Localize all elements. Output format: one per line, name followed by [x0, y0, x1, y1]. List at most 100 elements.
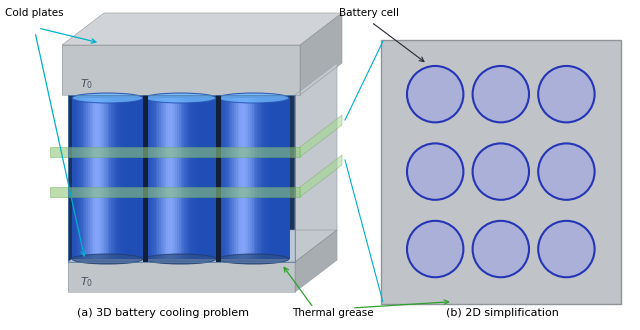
- Bar: [195, 98, 197, 259]
- Bar: [269, 98, 272, 259]
- Bar: [150, 98, 152, 259]
- Bar: [177, 98, 179, 259]
- Bar: [79, 98, 81, 259]
- Bar: [84, 98, 86, 259]
- Bar: [211, 98, 213, 259]
- Ellipse shape: [145, 254, 216, 264]
- Bar: [228, 98, 231, 259]
- Bar: [182, 98, 184, 259]
- Bar: [68, 95, 295, 262]
- Bar: [86, 98, 88, 259]
- Bar: [97, 98, 99, 259]
- Ellipse shape: [72, 93, 143, 103]
- Bar: [134, 98, 136, 259]
- Ellipse shape: [218, 254, 289, 264]
- Bar: [271, 98, 273, 259]
- Bar: [246, 98, 249, 259]
- Text: $T_0$: $T_0$: [80, 275, 93, 289]
- Bar: [68, 95, 295, 262]
- Bar: [93, 98, 95, 259]
- Bar: [241, 98, 243, 259]
- Bar: [104, 98, 106, 259]
- Bar: [148, 98, 151, 259]
- Text: (a) 3D battery cooling problem: (a) 3D battery cooling problem: [77, 308, 249, 318]
- Ellipse shape: [472, 66, 529, 122]
- Bar: [95, 98, 97, 259]
- Bar: [90, 98, 92, 259]
- Bar: [236, 98, 238, 259]
- Bar: [125, 98, 127, 259]
- Bar: [230, 98, 233, 259]
- Bar: [115, 98, 117, 259]
- Bar: [198, 98, 200, 259]
- Bar: [74, 98, 76, 259]
- Bar: [154, 98, 156, 259]
- Polygon shape: [300, 155, 342, 197]
- Ellipse shape: [407, 144, 463, 200]
- Bar: [173, 98, 175, 259]
- Polygon shape: [295, 230, 337, 292]
- Bar: [273, 98, 275, 259]
- Bar: [221, 98, 224, 259]
- Bar: [145, 98, 147, 259]
- Ellipse shape: [407, 221, 463, 277]
- Bar: [284, 98, 286, 259]
- Bar: [212, 98, 215, 259]
- Bar: [138, 98, 140, 259]
- Bar: [161, 98, 163, 259]
- Bar: [118, 98, 120, 259]
- Bar: [136, 98, 138, 259]
- Bar: [127, 98, 129, 259]
- Text: Thermal grease: Thermal grease: [292, 308, 374, 318]
- Bar: [260, 98, 263, 259]
- Bar: [186, 98, 188, 259]
- Bar: [152, 98, 154, 259]
- Bar: [244, 98, 247, 259]
- Bar: [280, 98, 282, 259]
- Bar: [179, 98, 181, 259]
- Bar: [253, 98, 256, 259]
- Bar: [81, 98, 83, 259]
- Bar: [100, 98, 102, 259]
- Bar: [102, 98, 104, 259]
- Ellipse shape: [145, 93, 216, 103]
- Bar: [282, 98, 284, 259]
- Bar: [68, 95, 295, 262]
- Bar: [99, 98, 101, 259]
- Bar: [77, 98, 79, 259]
- Bar: [140, 98, 141, 259]
- Bar: [196, 98, 199, 259]
- Bar: [108, 98, 110, 259]
- Text: $T_0$: $T_0$: [80, 77, 93, 91]
- Bar: [116, 98, 118, 259]
- Bar: [276, 98, 279, 259]
- Ellipse shape: [472, 144, 529, 200]
- Bar: [68, 95, 295, 262]
- Text: (b) 2D simplification: (b) 2D simplification: [446, 308, 559, 318]
- Polygon shape: [68, 230, 337, 262]
- Bar: [172, 98, 174, 259]
- Bar: [255, 98, 257, 259]
- Bar: [278, 98, 280, 259]
- Bar: [156, 98, 158, 259]
- Bar: [170, 98, 172, 259]
- Bar: [168, 98, 170, 259]
- Polygon shape: [300, 13, 342, 95]
- Bar: [202, 98, 204, 259]
- Ellipse shape: [538, 221, 595, 277]
- Bar: [193, 98, 195, 259]
- Bar: [120, 98, 122, 259]
- Bar: [131, 98, 133, 259]
- Bar: [216, 95, 221, 262]
- Bar: [268, 98, 270, 259]
- Bar: [159, 98, 161, 259]
- Bar: [143, 95, 148, 262]
- Bar: [285, 98, 288, 259]
- Bar: [239, 98, 241, 259]
- Bar: [287, 98, 289, 259]
- Bar: [248, 98, 250, 259]
- Bar: [237, 98, 240, 259]
- Bar: [124, 98, 125, 259]
- Ellipse shape: [538, 66, 595, 122]
- Bar: [184, 98, 186, 259]
